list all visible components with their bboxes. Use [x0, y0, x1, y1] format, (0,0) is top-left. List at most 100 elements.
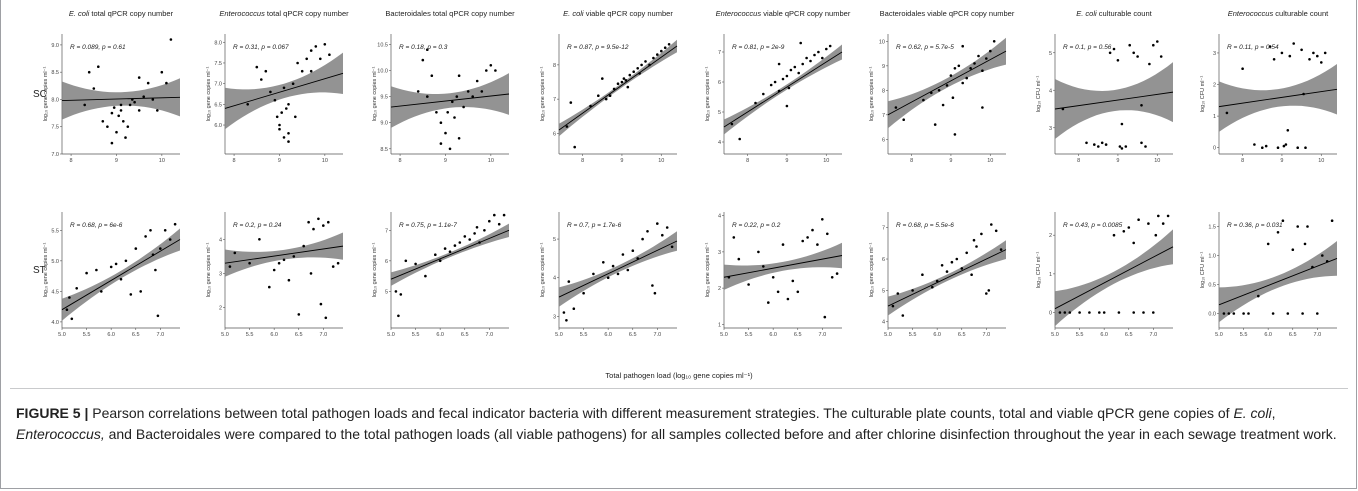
y-tick-label: 3 — [1213, 51, 1216, 57]
data-point — [1152, 43, 1155, 47]
data-point — [767, 301, 770, 304]
scatter-panel: 8 9 10 7.0 7.5 8.0 8.5 9.0 log₁₀ gene copies ml⁻… — [43, 34, 181, 164]
data-point — [1284, 143, 1288, 146]
data-point — [142, 95, 145, 98]
data-point — [473, 232, 476, 235]
data-point — [1116, 59, 1120, 62]
data-point — [933, 123, 937, 126]
data-point — [922, 98, 925, 102]
data-point — [1136, 55, 1139, 58]
scatter-panel: 5.0 5.5 6.0 6.5 7.0 5 6 7 log₁₀ gene copies ml⁻¹… — [372, 212, 510, 338]
data-point — [494, 69, 497, 72]
data-point — [319, 302, 323, 306]
y-tick-label: 7.5 — [214, 61, 222, 67]
data-point — [785, 74, 789, 78]
correlation-annotation: R = 0.1, p = 0.56 — [1063, 44, 1112, 51]
data-point — [636, 257, 639, 260]
data-point — [565, 125, 569, 128]
data-point — [1232, 312, 1236, 315]
data-point — [628, 73, 632, 77]
data-point — [957, 64, 961, 68]
regression-line — [558, 240, 678, 298]
x-tick-label: 6.0 — [1264, 332, 1272, 338]
data-point — [972, 238, 976, 242]
data-point — [981, 106, 984, 109]
y-tick-label: 10.5 — [377, 42, 388, 48]
data-point — [287, 132, 290, 135]
y-tick-label: 6 — [553, 131, 556, 137]
data-point — [1288, 54, 1292, 58]
x-tick-label: 5.0 — [720, 332, 728, 338]
x-tick-label: 10 — [823, 158, 829, 164]
y-tick-label: 9 — [882, 64, 885, 70]
y-tick-label: 4.5 — [51, 289, 59, 295]
x-tick-label: 6.5 — [1289, 332, 1297, 338]
y-tick-label: 6 — [718, 80, 721, 86]
data-point — [1098, 311, 1101, 314]
data-point — [911, 289, 914, 292]
data-point — [485, 69, 488, 72]
data-point — [953, 133, 957, 136]
data-point — [624, 79, 628, 82]
data-point — [1147, 222, 1150, 225]
regression-line — [558, 45, 678, 131]
y-tick-label: 0 — [1213, 146, 1216, 152]
data-point — [278, 127, 281, 131]
data-point — [272, 268, 276, 272]
y-tick-label: 10.0 — [377, 69, 388, 75]
data-point — [811, 228, 814, 232]
data-point — [1144, 145, 1147, 148]
data-point — [448, 147, 452, 151]
data-point — [394, 290, 398, 293]
data-point — [122, 120, 125, 123]
y-tick-label: 0.5 — [1208, 283, 1216, 289]
x-tick-label: 5.5 — [1240, 332, 1248, 338]
data-point — [446, 111, 450, 114]
x-tick-label: 6.5 — [629, 332, 637, 338]
data-point — [443, 247, 447, 250]
figure-caption: FIGURE 5 | Pearson correlations between … — [16, 403, 1346, 444]
regression-line — [224, 72, 344, 109]
data-point — [117, 114, 120, 118]
data-point — [670, 245, 674, 249]
x-tick-label: 6.0 — [1100, 332, 1108, 338]
x-tick-label: 10 — [1154, 158, 1160, 164]
data-point — [475, 79, 479, 83]
regression-line — [390, 229, 510, 280]
data-point — [1276, 231, 1280, 234]
y-tick-label: 7 — [553, 97, 556, 103]
data-point — [930, 91, 933, 95]
data-point — [776, 290, 780, 294]
data-point — [955, 257, 959, 261]
data-point — [626, 85, 630, 89]
data-point — [754, 101, 757, 105]
data-point — [616, 272, 620, 276]
correlation-annotation: R = 0.7, p = 1.7e-6 — [567, 222, 622, 229]
data-point — [817, 50, 820, 54]
data-point — [439, 142, 443, 145]
y-tick-label: 6.0 — [214, 123, 222, 129]
y-tick-label: 5 — [385, 289, 388, 295]
data-point — [1271, 312, 1275, 315]
data-point — [466, 90, 470, 93]
data-point — [292, 255, 296, 258]
data-point — [1222, 312, 1226, 315]
data-point — [331, 265, 335, 268]
data-point — [324, 316, 328, 320]
data-point — [830, 276, 834, 279]
column-title-organism: E. coli — [69, 9, 90, 18]
regression-line — [723, 255, 843, 278]
x-tick-label: 5.0 — [387, 332, 395, 338]
y-tick-label: 6 — [882, 137, 885, 143]
x-tick-label: 6.0 — [769, 332, 777, 338]
data-point — [1276, 146, 1280, 149]
data-point — [282, 136, 286, 139]
column-title: E. coli culturable count — [1076, 9, 1152, 18]
data-point — [248, 261, 251, 265]
y-tick-label: 4 — [219, 237, 222, 243]
data-point — [1140, 141, 1143, 145]
data-point — [124, 259, 128, 263]
data-point — [285, 107, 288, 110]
data-point — [1261, 146, 1264, 149]
data-point — [773, 80, 777, 84]
